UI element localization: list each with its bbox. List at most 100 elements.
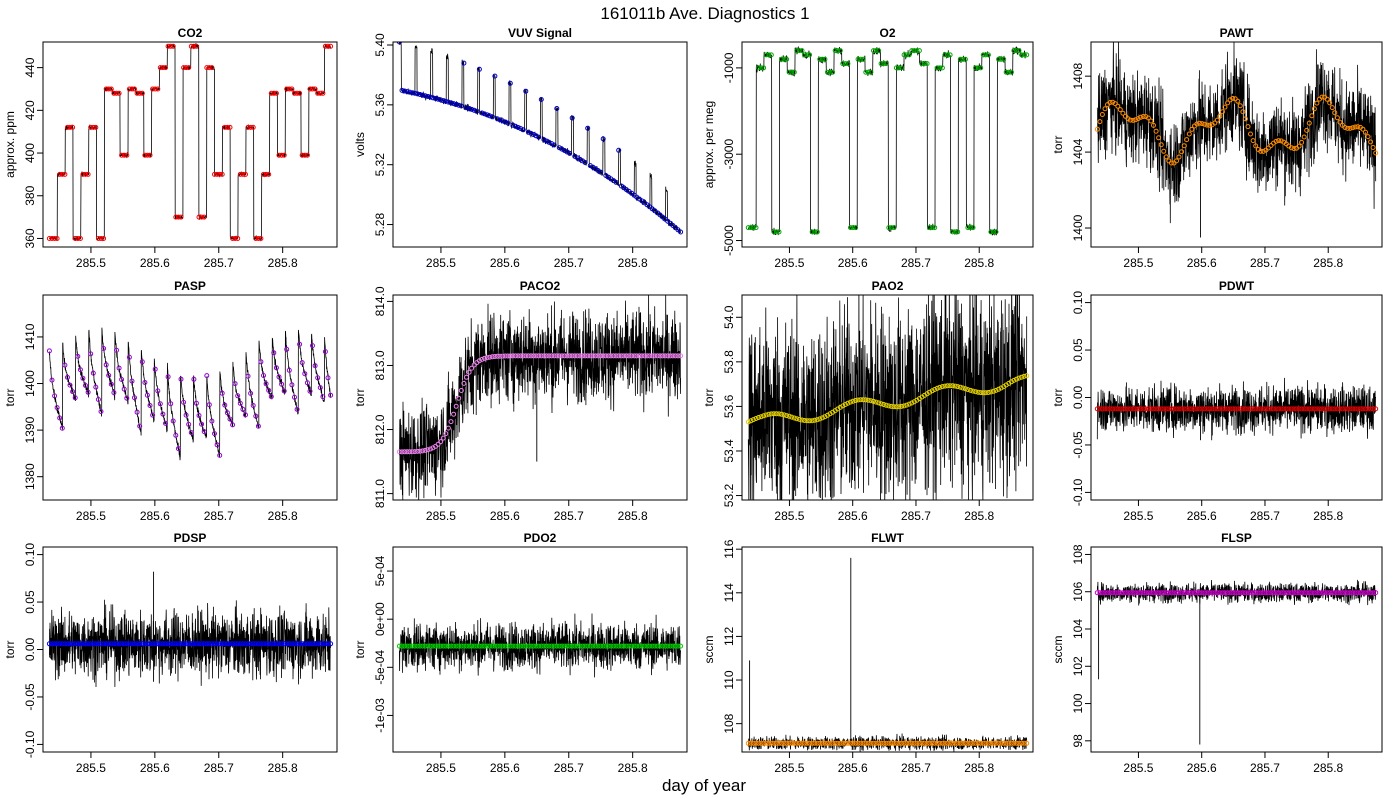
avg-point-pao2	[998, 385, 1004, 391]
x-tick-label-vuv-signal: 285.8	[618, 256, 648, 270]
avg-point-pasp	[250, 403, 256, 408]
avg-point-pdsp	[250, 641, 256, 647]
avg-point-vuv-signal	[443, 98, 449, 104]
avg-point-paco2	[667, 353, 673, 359]
avg-point-pawt	[1212, 120, 1218, 126]
avg-point-pasp	[273, 365, 279, 371]
avg-point-pasp	[248, 390, 254, 396]
avg-point-flwt	[779, 740, 784, 746]
avg-point-o2	[1001, 56, 1007, 62]
avg-point-o2	[896, 65, 902, 71]
avg-point-pdo2	[476, 643, 482, 649]
avg-point-pawt	[1301, 134, 1307, 140]
avg-point-o2	[814, 229, 820, 235]
avg-point-flsp	[1294, 590, 1299, 596]
avg-point-pdwt	[1158, 406, 1164, 412]
avg-point-flwt	[888, 740, 894, 746]
avg-point-co2	[175, 214, 181, 220]
series-pdo2	[396, 613, 684, 678]
avg-point-paco2	[417, 448, 423, 454]
avg-point-pdwt	[1194, 406, 1200, 412]
avg-point-flwt	[1021, 740, 1027, 746]
avg-point-paco2	[500, 353, 506, 359]
avg-point-pasp	[160, 411, 166, 417]
avg-point-pasp	[281, 388, 287, 394]
avg-point-flsp	[1194, 590, 1200, 596]
avg-point-pdsp	[59, 641, 65, 647]
avg-point-o2	[865, 69, 871, 75]
avg-point-pasp	[266, 387, 272, 393]
avg-point-pao2	[942, 383, 948, 389]
avg-point-pdwt	[1145, 406, 1151, 412]
avg-point-flwt	[883, 740, 889, 746]
y-tick-label-pao2: 53.6	[722, 394, 736, 418]
avg-point-flwt	[1008, 740, 1014, 746]
avg-point-paco2	[482, 355, 487, 361]
avg-point-flsp	[1145, 590, 1151, 596]
avg-point-pdo2	[562, 643, 567, 649]
panel-title-pdwt: PDWT	[1219, 279, 1255, 293]
avg-point-flwt	[914, 740, 920, 746]
avg-point-flsp	[1260, 590, 1266, 596]
avg-point-flwt	[835, 740, 841, 746]
avg-point-flsp	[1133, 590, 1139, 596]
avg-point-pdwt	[1120, 406, 1126, 412]
avg-point-pdwt	[1212, 406, 1218, 412]
avg-point-paco2	[543, 353, 549, 359]
avg-point-pdsp	[237, 641, 243, 647]
avg-point-flwt	[868, 740, 874, 746]
avg-point-o2	[850, 225, 856, 231]
avg-point-pao2	[850, 398, 856, 404]
avg-point-pasp	[170, 418, 176, 424]
avg-point-co2	[304, 152, 310, 158]
avg-point-flsp	[1117, 590, 1123, 596]
avg-point-pdo2	[678, 643, 684, 649]
avg-point-pawt	[1304, 127, 1310, 133]
avg-point-flwt	[860, 740, 866, 746]
avg-point-vuv-signal	[420, 92, 426, 98]
avg-point-pdwt	[1222, 406, 1228, 412]
avg-point-flwt	[766, 740, 772, 746]
avg-point-vuv-signal	[407, 89, 413, 95]
avg-point-pdsp	[116, 641, 122, 647]
avg-point-co2	[54, 236, 60, 241]
avg-point-o2	[955, 229, 961, 235]
avg-point-flsp	[1334, 590, 1340, 596]
y-tick-label-co2: 420	[23, 100, 37, 120]
avg-point-flsp	[1319, 590, 1325, 596]
avg-point-flsp	[1296, 590, 1302, 596]
avg-point-pdsp	[243, 641, 248, 647]
avg-point-co2	[320, 90, 326, 96]
series-pao2	[745, 295, 1030, 500]
avg-point-vuv-signal	[554, 106, 560, 111]
avg-point-pdsp	[304, 641, 310, 647]
avg-point-co2	[191, 43, 197, 49]
avg-point-flsp	[1110, 590, 1116, 596]
avg-point-pdo2	[396, 643, 402, 649]
y-tick-label-flsp: 104	[1071, 619, 1085, 639]
avg-point-o2	[929, 225, 935, 231]
avg-point-paco2	[616, 353, 622, 359]
avg-point-pasp	[101, 346, 107, 351]
avg-point-co2	[312, 86, 318, 92]
avg-point-flsp	[1232, 590, 1238, 596]
avg-point-pdo2	[458, 643, 464, 649]
avg-point-pdsp	[217, 641, 223, 647]
avg-point-co2	[142, 152, 148, 158]
avg-point-pasp	[297, 341, 303, 347]
avg-point-pawt	[1135, 116, 1141, 122]
avg-point-paco2	[611, 353, 616, 359]
avg-point-pdwt	[1220, 406, 1225, 412]
avg-point-pawt	[1189, 126, 1195, 132]
avg-point-flsp	[1311, 590, 1317, 596]
avg-point-pasp	[292, 394, 297, 400]
avg-point-flsp	[1306, 590, 1312, 596]
avg-point-pasp	[199, 421, 205, 427]
avg-point-pawt	[1345, 125, 1351, 131]
avg-point-flwt	[791, 740, 797, 746]
avg-point-pawt	[1138, 114, 1144, 120]
panel-vuv-signal: VUV Signal volts 285.5 285.6 285.7 285.8 5.28 5…	[353, 26, 688, 270]
avg-point-vuv-signal	[438, 97, 444, 103]
x-tick-label-paco2: 285.5	[426, 509, 456, 523]
avg-point-vuv-signal	[404, 89, 410, 95]
